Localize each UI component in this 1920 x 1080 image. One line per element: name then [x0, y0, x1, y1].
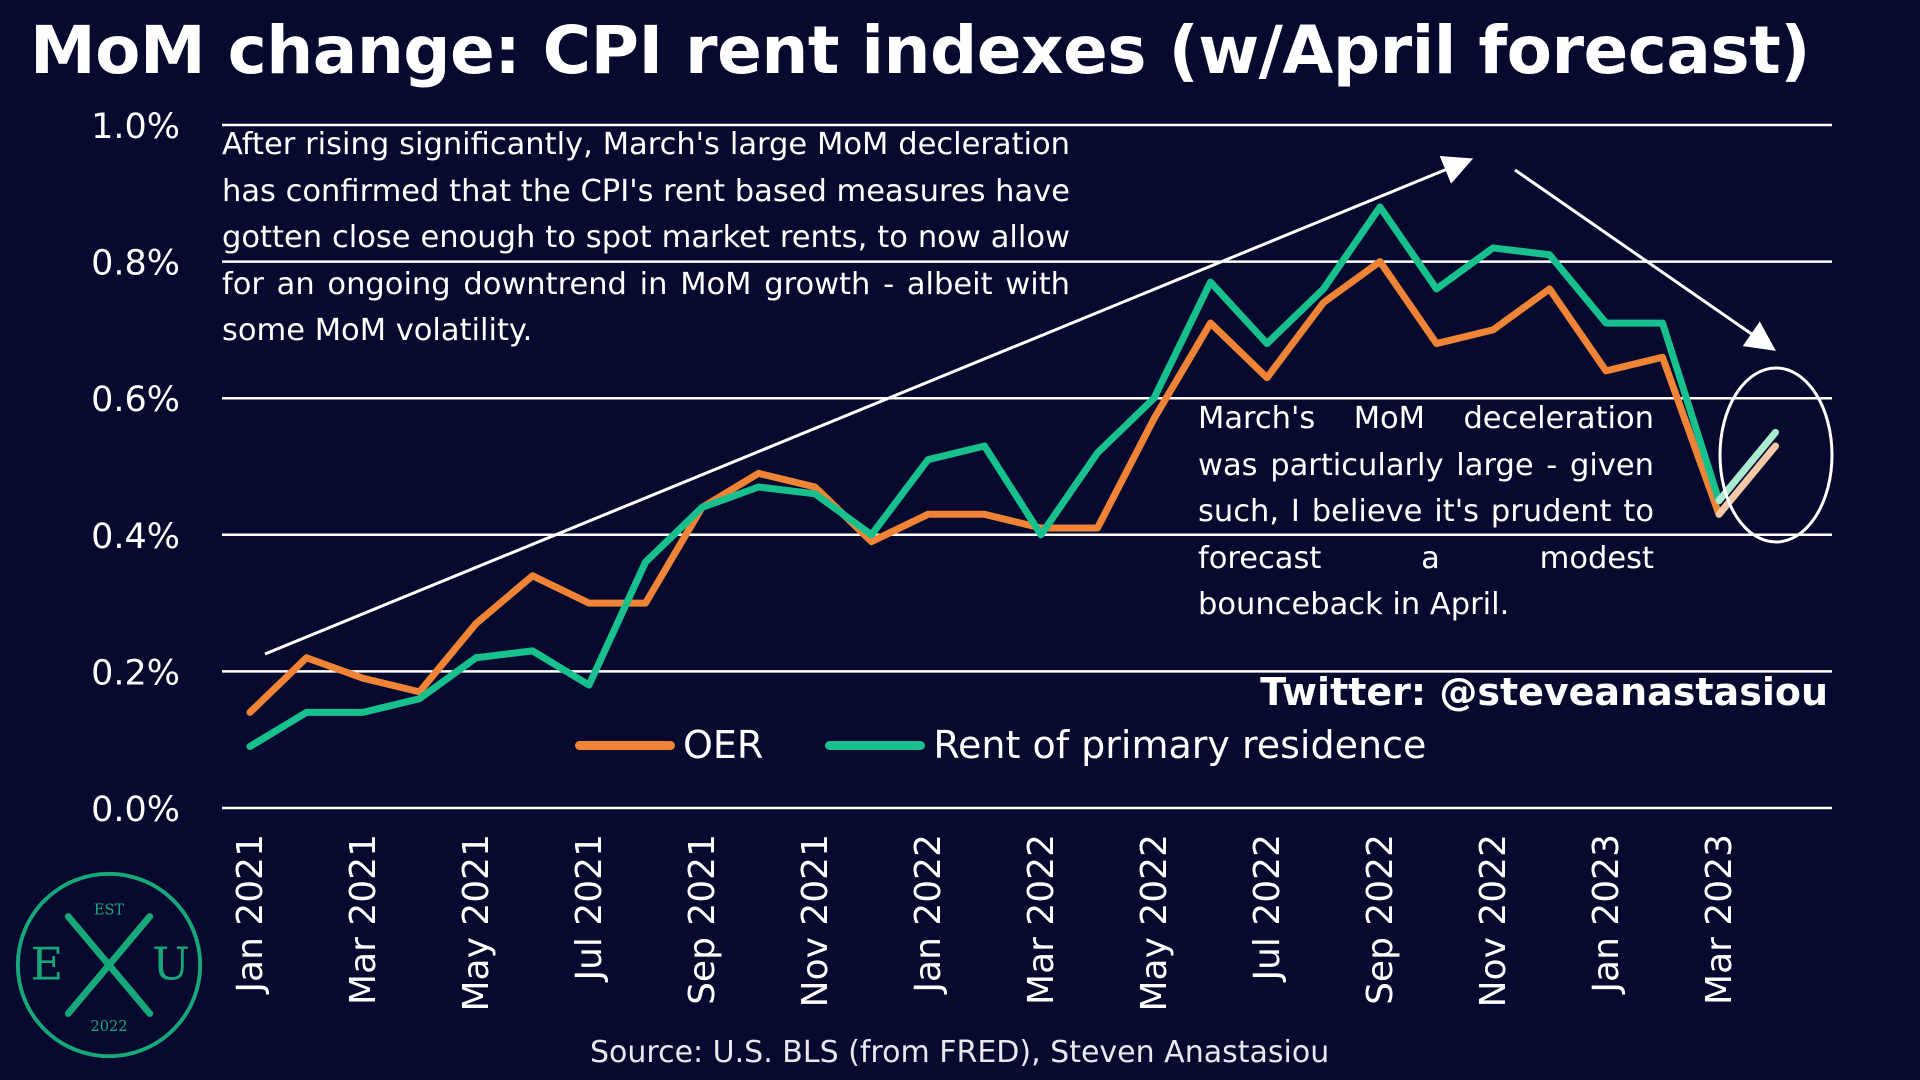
exu-logo: EST E U 2022	[15, 871, 203, 1059]
x-axis-ticks: Jan 2021 Mar 2021 May 2021 Jul 2021 Sep 2021…	[230, 834, 1740, 1012]
legend-swatch-rent	[825, 740, 926, 750]
x-tick-label: Mar 2021	[343, 834, 384, 1005]
x-tick-label: Sep 2022	[1360, 834, 1401, 1005]
legend-item-oer: OER	[575, 723, 763, 767]
svg-text:U: U	[152, 939, 190, 991]
x-tick-label: Jul 2022	[1247, 834, 1288, 983]
y-axis-ticks: 0.0% 0.2% 0.4% 0.6% 0.8% 1.0%	[91, 107, 180, 830]
uptrend-arrow	[264, 155, 1474, 656]
x-tick-label: Nov 2022	[1473, 834, 1514, 1007]
x-tick-label: May 2021	[456, 834, 497, 1012]
legend-label-rent: Rent of primary residence	[933, 723, 1427, 767]
chart-title: MoM change: CPI rent indexes (w/April fo…	[30, 12, 1810, 89]
svg-text:2022: 2022	[90, 1018, 127, 1035]
x-tick-label: May 2022	[1134, 834, 1175, 1012]
x-tick-label: Sep 2021	[682, 834, 723, 1005]
y-tick-label: 0.2%	[91, 653, 180, 693]
chart-grid	[222, 123, 1832, 810]
forecast-line-rent	[1715, 428, 1779, 505]
forecast-circle	[1718, 366, 1834, 544]
series-line-oer	[246, 258, 1723, 716]
legend-label-oer: OER	[683, 723, 764, 767]
legend-item-rent: Rent of primary residence	[825, 723, 1426, 767]
svg-text:E: E	[31, 939, 64, 991]
y-tick-label: 0.4%	[91, 517, 180, 557]
twitter-handle: Twitter: @steveanastasiou	[1260, 670, 1828, 714]
x-tick-label: Jan 2021	[230, 834, 271, 995]
svg-text:EST: EST	[94, 902, 125, 919]
x-tick-label: Mar 2023	[1699, 834, 1740, 1005]
x-tick-label: Jul 2021	[569, 834, 610, 983]
main-annotation: After rising significantly, March's larg…	[222, 127, 1070, 348]
legend-swatch-oer	[575, 740, 675, 750]
y-tick-label: 0.0%	[91, 790, 180, 830]
x-tick-label: Jan 2022	[908, 834, 949, 995]
source-note: Source: U.S. BLS (from FRED), Steven Ana…	[590, 1035, 1330, 1070]
y-tick-label: 0.6%	[91, 380, 180, 420]
y-tick-label: 0.8%	[91, 244, 180, 284]
forecast-annotation: March's MoM deceleration was particularl…	[1198, 401, 1654, 622]
x-tick-label: Nov 2021	[795, 834, 836, 1007]
x-tick-label: Mar 2022	[1021, 834, 1062, 1005]
series-line-rent	[246, 203, 1723, 751]
forecast-line-oer	[1715, 442, 1779, 518]
x-tick-label: Jan 2023	[1586, 834, 1627, 995]
trend-arrows	[264, 155, 1776, 656]
chart-legend: OER Rent of primary residence	[575, 722, 1488, 768]
downtrend-arrow	[1514, 168, 1776, 351]
y-tick-label: 1.0%	[91, 107, 180, 147]
